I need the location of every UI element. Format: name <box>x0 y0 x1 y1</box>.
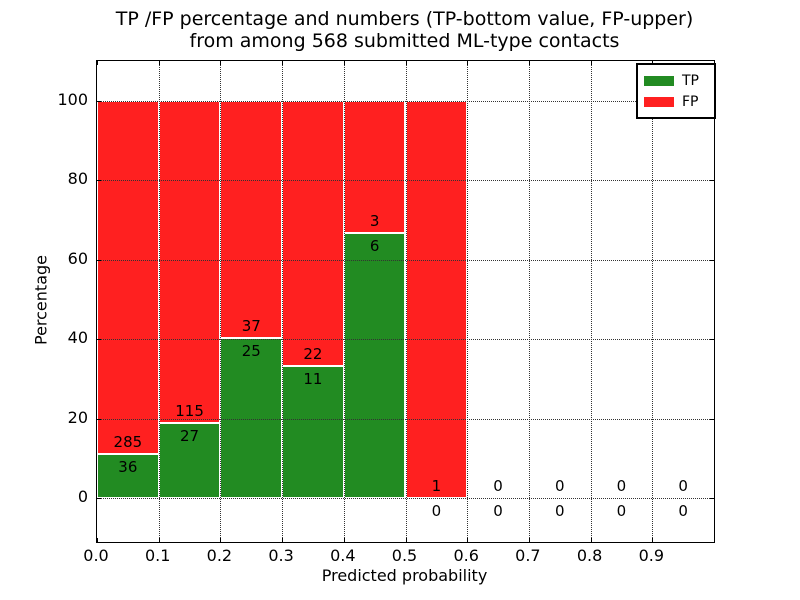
tp-count-label: 0 <box>554 502 565 521</box>
x-tick-label: 0.1 <box>144 546 171 565</box>
y-tick-label: 100 <box>57 89 88 109</box>
y-tick-mark-right <box>710 259 714 261</box>
fp-count-label: 22 <box>303 344 323 363</box>
x-tick-mark-top <box>97 61 98 65</box>
x-tick-label: 0.2 <box>206 546 233 565</box>
chart-title-line2: from among 568 submitted ML-type contact… <box>189 30 620 52</box>
y-tick-mark <box>97 180 101 182</box>
x-tick-mark-top <box>343 61 345 65</box>
chart-title: TP /FP percentage and numbers (TP-bottom… <box>96 8 713 52</box>
tp-count-label: 6 <box>369 237 380 256</box>
y-tick-mark-right <box>710 339 714 341</box>
bar-tp-segment <box>158 422 221 499</box>
x-axis-label: Predicted probability <box>321 566 488 585</box>
gridline-vertical <box>405 61 407 542</box>
x-tick-mark <box>282 538 284 542</box>
y-tick-mark-right <box>710 418 714 420</box>
y-tick-mark <box>97 418 101 420</box>
tp-count-label: 36 <box>118 457 138 476</box>
bar-fp-segment <box>282 100 344 366</box>
bar-fp-segment <box>220 100 283 338</box>
fp-count-label: 1 <box>431 477 442 496</box>
fp-count-label: 0 <box>554 477 565 496</box>
x-tick-mark <box>590 538 592 542</box>
y-tick-mark-right <box>710 180 714 182</box>
x-tick-mark <box>97 538 98 542</box>
y-tick-label: 0 <box>77 487 88 507</box>
x-tick-mark <box>343 538 345 542</box>
y-tick-mark-right <box>710 498 714 500</box>
fp-count-label: 37 <box>241 316 261 335</box>
x-tick-label: 0.7 <box>515 546 541 565</box>
x-tick-label: 0.6 <box>453 546 479 565</box>
tp-count-label: 11 <box>303 369 323 388</box>
gridline-vertical <box>343 61 345 542</box>
fp-count-label: 0 <box>678 477 688 496</box>
legend-label-fp: FP <box>682 93 699 110</box>
fp-count-label: 0 <box>616 477 627 496</box>
tp-count-label: 25 <box>241 341 261 360</box>
legend-item-fp: FP <box>644 91 708 112</box>
y-tick-label: 20 <box>67 407 88 427</box>
x-tick-mark-top <box>405 61 407 65</box>
y-tick-mark <box>97 100 101 102</box>
y-tick-label: 60 <box>67 248 88 268</box>
tp-count-label: 0 <box>493 502 503 521</box>
x-tick-mark-top <box>590 61 592 65</box>
x-tick-label: 0.4 <box>330 546 356 565</box>
tp-count-label: 0 <box>678 502 688 521</box>
gridline-vertical <box>220 61 222 542</box>
x-tick-mark-top <box>528 61 530 65</box>
gridline-vertical <box>282 61 284 542</box>
bar-tp-segment <box>343 233 406 499</box>
x-tick-mark <box>405 538 407 542</box>
fp-count-label: 0 <box>493 477 503 496</box>
x-tick-label: 0.8 <box>576 546 603 565</box>
bar-fp-segment <box>97 100 159 454</box>
bar-tp-segment <box>97 453 159 499</box>
y-tick-label: 80 <box>67 169 88 189</box>
legend-swatch-fp <box>644 96 674 107</box>
x-tick-mark-top <box>467 61 469 65</box>
x-tick-mark-top <box>282 61 284 65</box>
chart-title-line1: TP /FP percentage and numbers (TP-bottom… <box>115 8 694 30</box>
fp-count-label: 3 <box>369 212 380 231</box>
y-tick-mark <box>97 498 101 500</box>
plot-area: TP FP 285 36 115 27 37 25 22 11 3 6 1 0 0 0 0 0 0 0 0 0 <box>96 60 716 543</box>
y-tick-label: 40 <box>67 328 88 348</box>
fp-count-label: 115 <box>175 401 204 420</box>
y-tick-mark <box>97 339 101 341</box>
bar-tp-segment <box>282 365 344 499</box>
x-tick-label: 0.3 <box>268 546 294 565</box>
x-tick-mark <box>158 538 160 542</box>
gridline-vertical <box>158 61 160 542</box>
gridline-vertical <box>590 61 592 542</box>
x-tick-label: 0.9 <box>638 546 665 565</box>
tp-count-label: 27 <box>180 426 200 445</box>
gridline-vertical <box>467 61 469 542</box>
legend-item-tp: TP <box>644 70 708 91</box>
x-tick-mark-top <box>220 61 222 65</box>
legend: TP FP <box>636 63 716 119</box>
x-tick-mark <box>220 538 222 542</box>
y-tick-mark <box>97 259 101 261</box>
bar-fp-segment <box>405 100 468 499</box>
tp-count-label: 0 <box>616 502 627 521</box>
tp-count-label: 0 <box>431 502 442 521</box>
gridline-vertical <box>528 61 530 542</box>
x-tick-mark <box>528 538 530 542</box>
legend-swatch-tp <box>644 75 674 86</box>
legend-label-tp: TP <box>682 72 699 89</box>
fp-count-label: 285 <box>113 432 143 451</box>
x-tick-mark <box>467 538 469 542</box>
x-tick-label: 0.0 <box>83 546 109 565</box>
x-tick-label: 0.5 <box>391 546 418 565</box>
bar-fp-segment <box>158 100 221 423</box>
x-tick-mark <box>652 538 654 542</box>
gridline-vertical <box>652 61 654 542</box>
x-tick-mark-top <box>158 61 160 65</box>
